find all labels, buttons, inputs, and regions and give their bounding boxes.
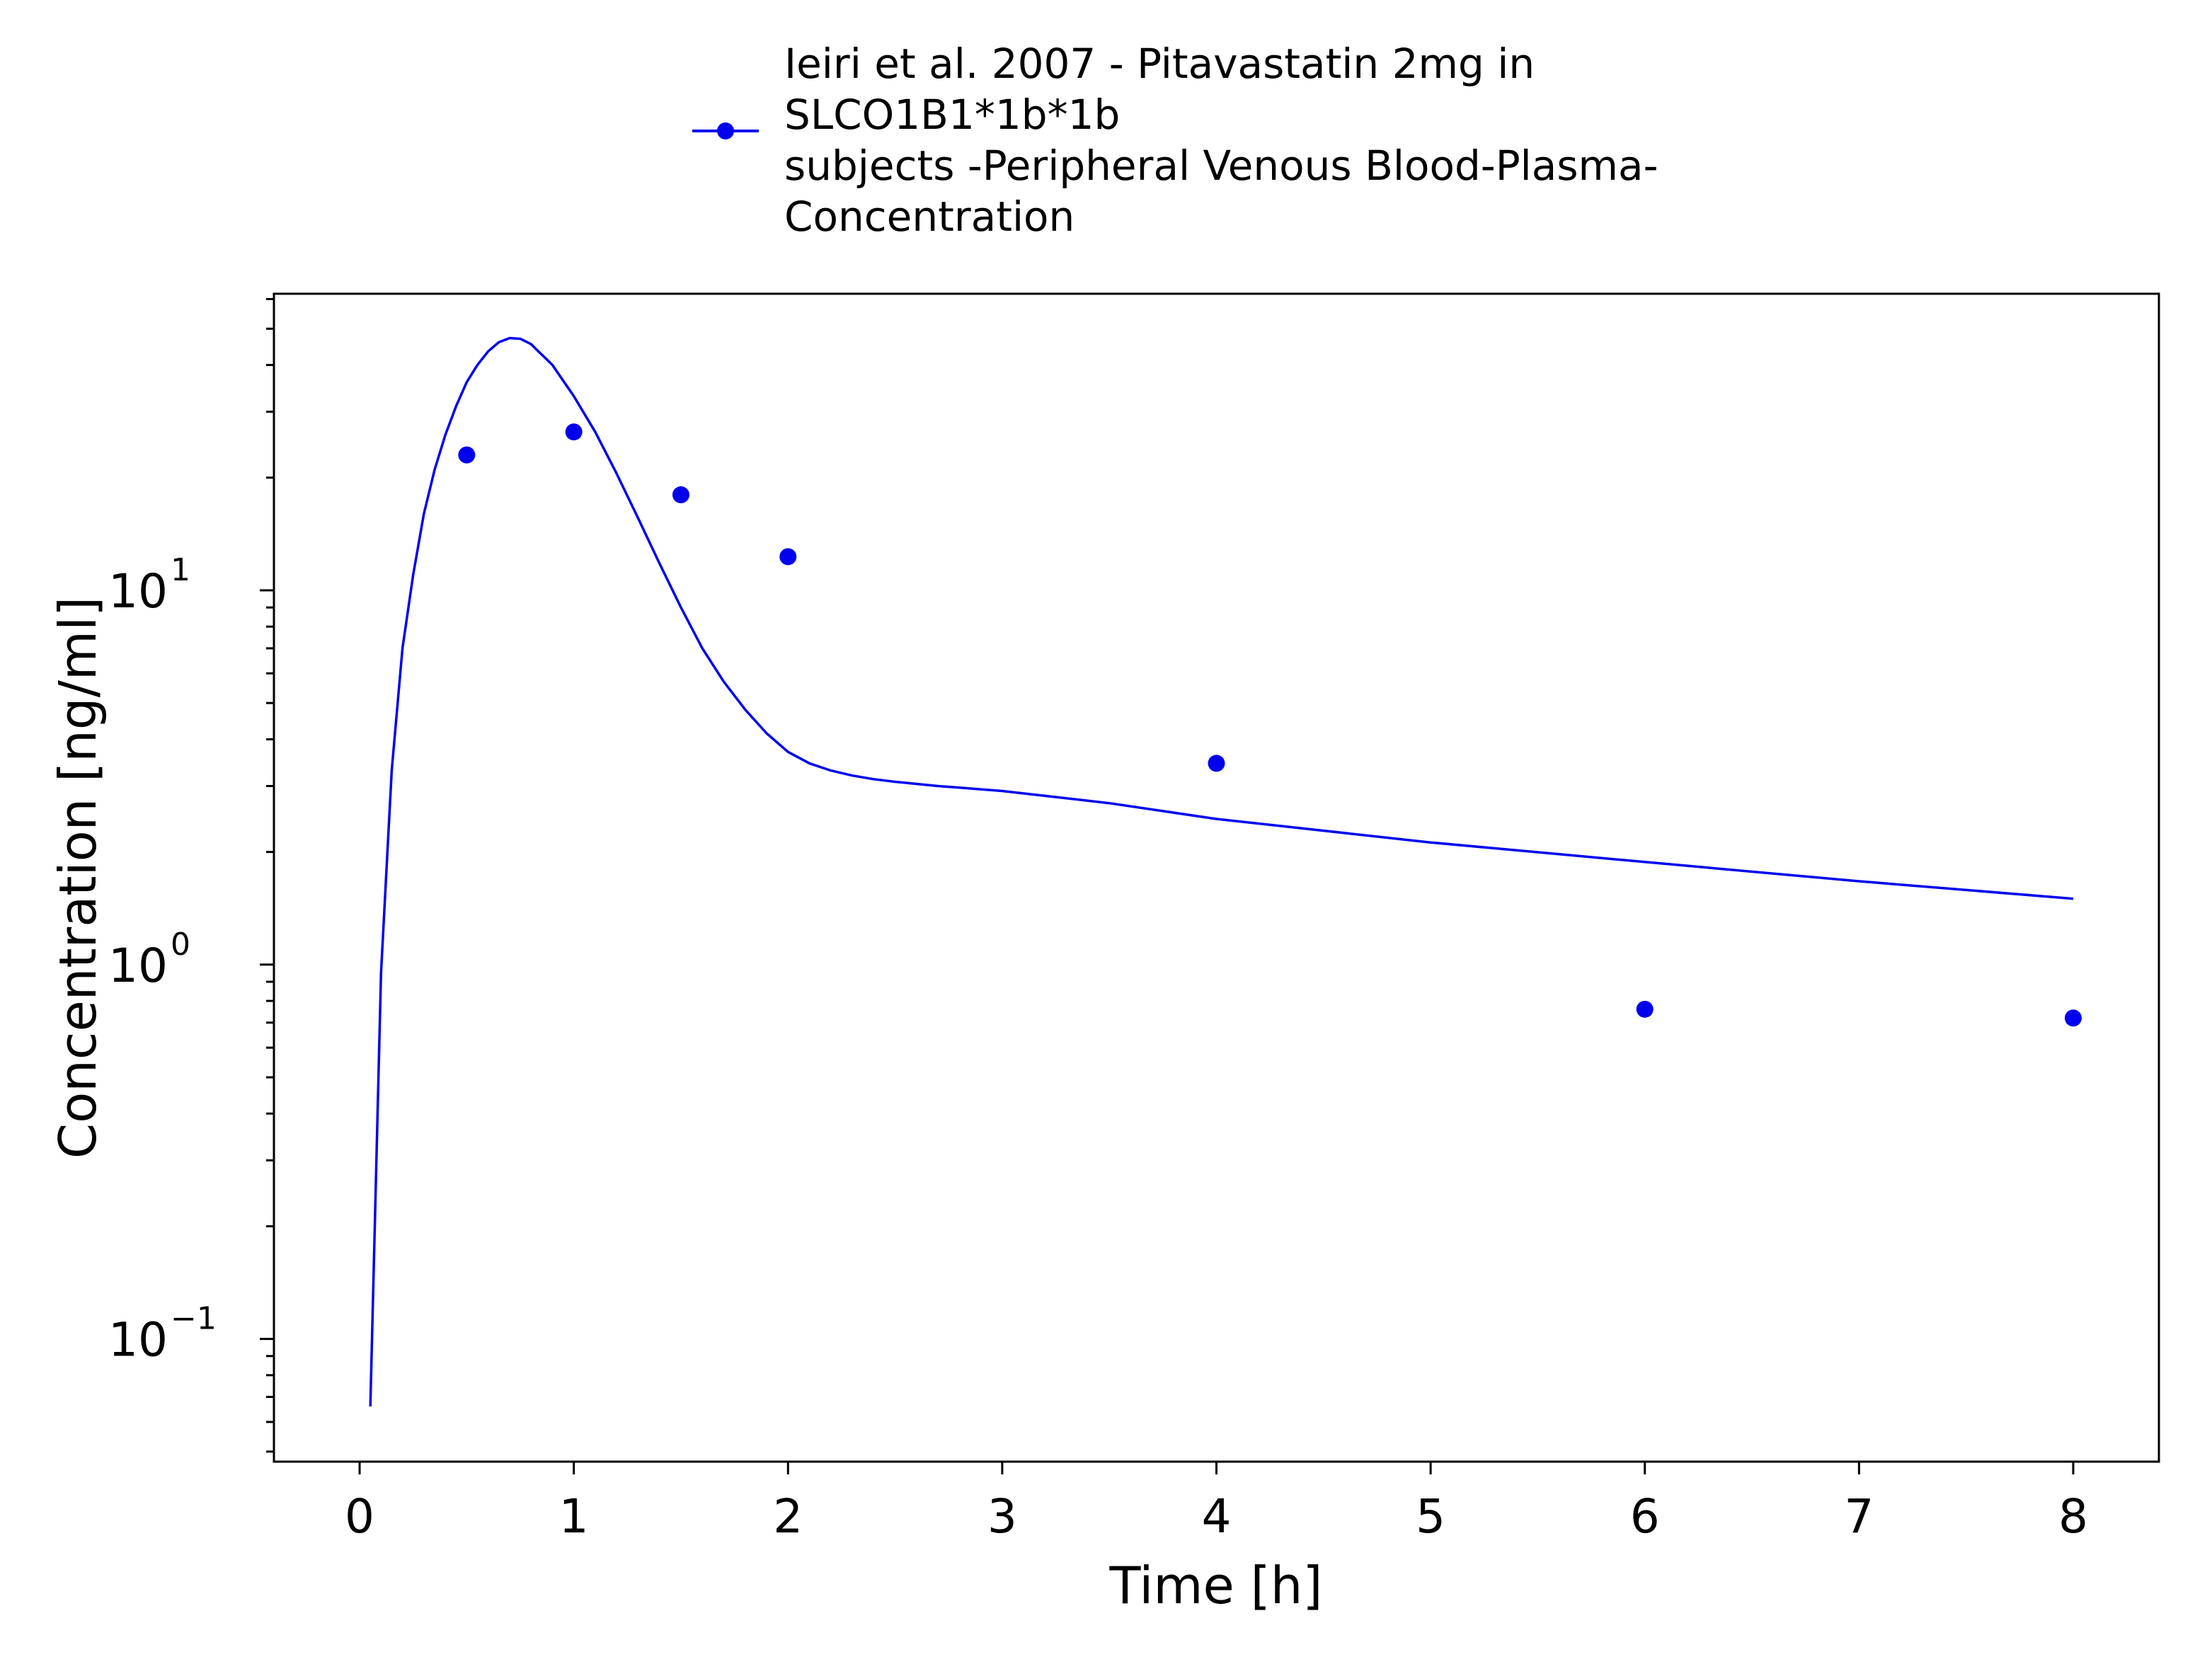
x-axis-label: Time [h] — [1109, 1556, 1323, 1615]
y-tick-label: 10 — [108, 939, 168, 993]
observed-data-point — [565, 423, 583, 441]
y-tick-exponent: −1 — [171, 1301, 217, 1337]
simulated-concentration-line — [369, 336, 2074, 1407]
y-tick-label: 10 — [108, 1313, 168, 1368]
legend-entry-line-4: Concentration — [784, 193, 1075, 241]
observed-data-point — [779, 548, 797, 566]
y-axis-label: Concentration [ng/ml] — [48, 597, 108, 1159]
y-tick-exponent: 1 — [171, 552, 190, 588]
observed-data-point — [1208, 755, 1225, 772]
x-tick-label: 4 — [1202, 1489, 1232, 1544]
x-tick-label: 3 — [987, 1489, 1017, 1544]
observed-data-point — [1636, 1000, 1654, 1018]
observed-data-point — [672, 486, 689, 504]
x-tick-label: 5 — [1416, 1489, 1445, 1544]
x-tick-label: 6 — [1630, 1489, 1660, 1544]
legend-entry-line-1: Ieiri et al. 2007 - Pitavastatin 2mg in — [784, 40, 1535, 88]
observed-data-point — [2064, 1009, 2082, 1027]
x-tick-label: 1 — [559, 1489, 589, 1544]
plot-area-frame — [273, 292, 2160, 1463]
observed-data-point — [458, 446, 476, 464]
x-tick-label: 0 — [345, 1489, 374, 1544]
series-layer — [369, 336, 2082, 1407]
x-tick-label: 2 — [773, 1489, 803, 1544]
x-axis-ticks: 0 1 2 3 4 5 6 7 8 — [345, 1462, 2088, 1544]
legend-marker-swatch — [717, 122, 734, 139]
legend: Ieiri et al. 2007 - Pitavastatin 2mg in … — [692, 40, 1658, 241]
legend-entry-line-2: SLCO1B1*1b*1b — [784, 91, 1120, 139]
y-tick-exponent: 0 — [171, 927, 190, 963]
x-tick-label: 7 — [1844, 1489, 1874, 1544]
legend-entry-line-3: subjects -Peripheral Venous Blood-Plasma… — [784, 142, 1658, 190]
x-tick-label: 8 — [2058, 1489, 2088, 1544]
y-tick-label: 10 — [108, 564, 168, 619]
